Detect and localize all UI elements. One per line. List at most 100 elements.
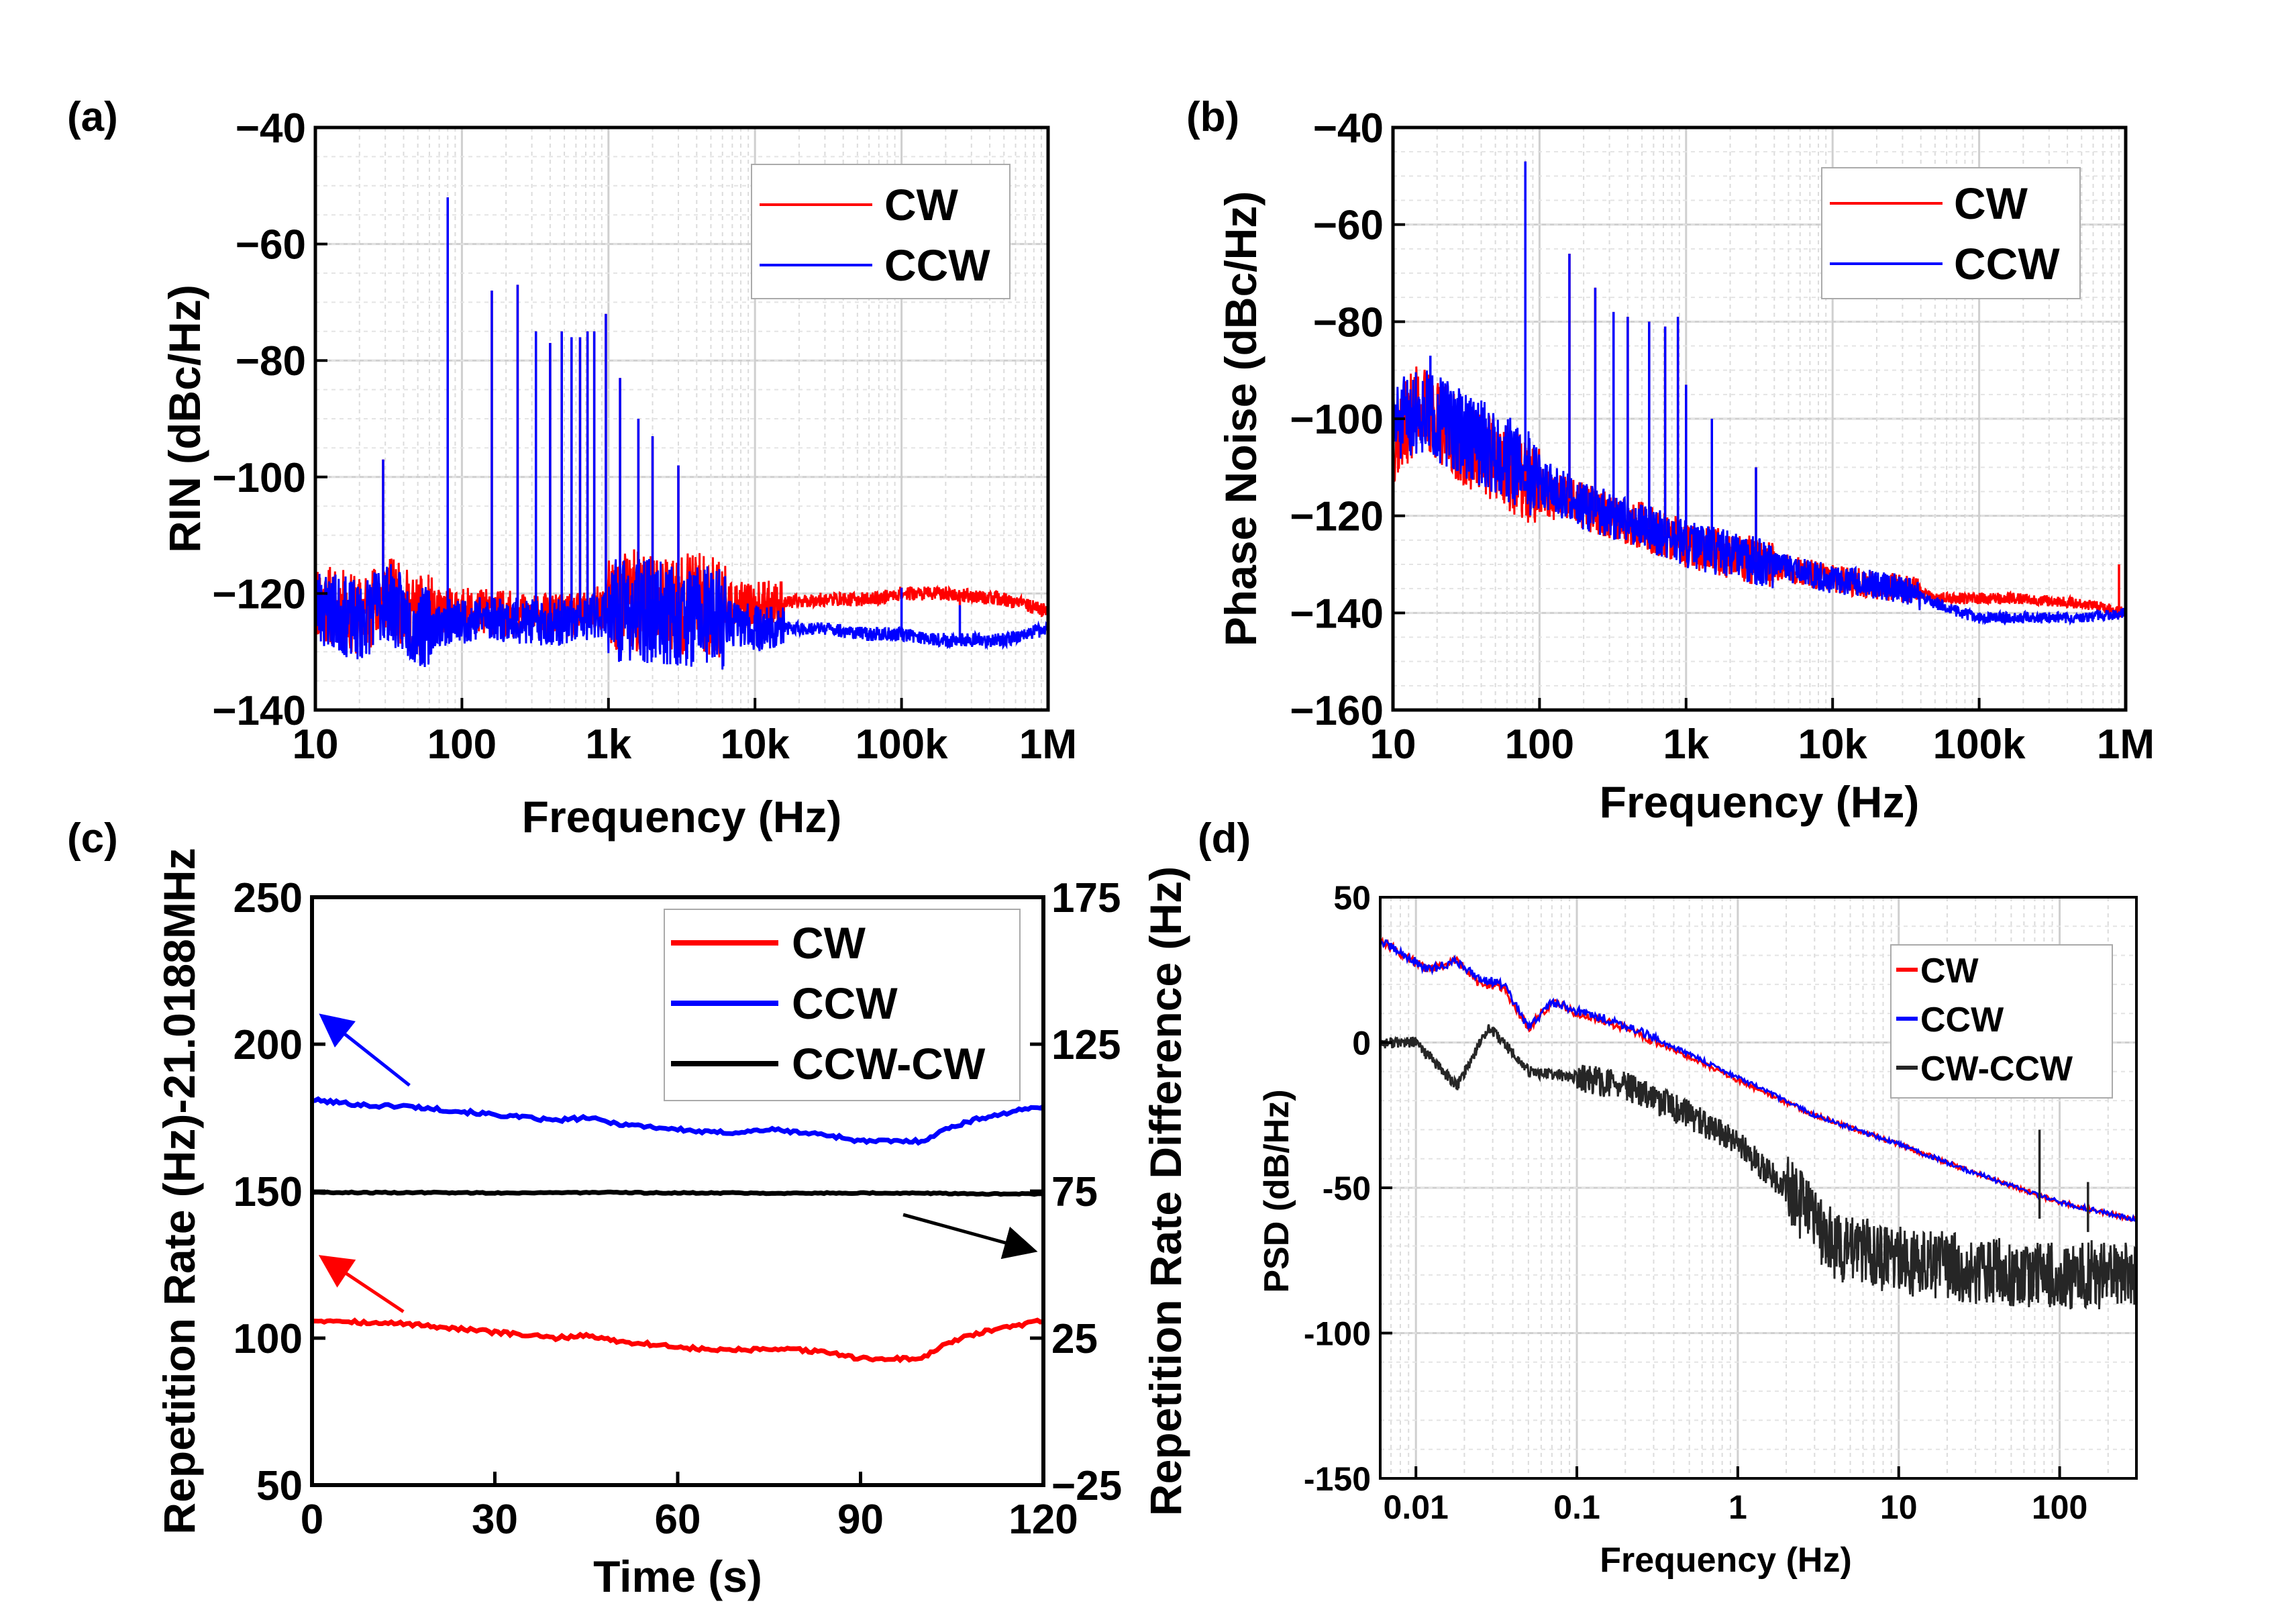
annotation-arrow-0 bbox=[319, 1013, 411, 1087]
series-line-ccw-cw bbox=[312, 1189, 1043, 1197]
x-tick-label: 0.1 bbox=[1553, 1488, 1600, 1526]
y-tick-label: 0 bbox=[1352, 1025, 1371, 1062]
x-tick-label: 100k bbox=[1933, 721, 2026, 768]
y-tick-label: 250 bbox=[234, 875, 303, 921]
y-tick-label: -100 bbox=[1304, 1315, 1371, 1353]
x-tick-label: 100 bbox=[2032, 1488, 2087, 1526]
y2-axis-label-c: Repetition Rate Difference (Hz) bbox=[1141, 866, 1190, 1516]
y-tick-label: 50 bbox=[256, 1463, 303, 1509]
x-tick-label: 120 bbox=[1008, 1496, 1078, 1543]
legend-label-d-diff: CW-CCW bbox=[1920, 1050, 2073, 1088]
panel-label-d: (d) bbox=[1198, 815, 1251, 862]
x-tick-label: 10 bbox=[1880, 1488, 1918, 1526]
x-tick-label: 10 bbox=[293, 721, 339, 768]
series-line-cw bbox=[312, 1317, 1043, 1364]
y-tick-label: −40 bbox=[236, 105, 306, 152]
x-tick-label: 1M bbox=[2097, 721, 2155, 768]
x-tick-label: 0.01 bbox=[1384, 1488, 1449, 1526]
ticks-d: 0.01 0.1 1 10 100 -150 -100 -50 0 50 bbox=[1304, 879, 2087, 1526]
y-axis-label-a: RIN (dBc/Hz) bbox=[160, 285, 209, 553]
y-tick-label: −100 bbox=[212, 455, 306, 501]
y2-tick-label: 175 bbox=[1051, 875, 1121, 921]
panel-label-c: (c) bbox=[67, 815, 118, 862]
ticks-b: 10 100 1k 10k 100k 1M −160 −140 −120 −100 −80 −60 −4… bbox=[1290, 105, 2155, 768]
y-tick-label: −80 bbox=[1313, 299, 1384, 346]
legend-label-c-diff: CCW-CW bbox=[792, 1039, 986, 1088]
y-tick-label: −60 bbox=[1313, 203, 1384, 249]
y2-tick-label: 25 bbox=[1051, 1316, 1098, 1362]
legend-label-a-cw: CW bbox=[884, 180, 959, 230]
series-ccw-line bbox=[1393, 370, 2126, 626]
y-tick-label: 50 bbox=[1333, 879, 1371, 917]
chart-panel-a: 10 100 1k 10k 100k 1M −140 −120 −100 −80 −60 −40 Fr… bbox=[160, 105, 1077, 842]
x-tick-label: 90 bbox=[837, 1496, 884, 1543]
y-tick-label: −160 bbox=[1290, 688, 1384, 734]
chart-panel-b: 10 100 1k 10k 100k 1M −160 −140 −120 −100 −80 −60 −4… bbox=[1216, 105, 2155, 827]
plot-area-c bbox=[312, 1096, 1043, 1364]
x-axis-label-d: Frequency (Hz) bbox=[1600, 1541, 1852, 1580]
ticks-c: 0 30 60 90 120 50 100 150 200 250 −25 25 75 125 175 bbox=[234, 875, 1123, 1543]
series-ccw-line bbox=[315, 558, 1048, 670]
plot-area-b bbox=[1393, 161, 2126, 626]
series-cw-ccw-line bbox=[1380, 1024, 2136, 1310]
annotation-arrow-2 bbox=[902, 1213, 1038, 1260]
y-tick-label: -50 bbox=[1323, 1170, 1371, 1207]
legend-label-c-ccw: CCW bbox=[792, 978, 898, 1028]
x-tick-label: 1k bbox=[585, 721, 631, 768]
y2-tick-label: 75 bbox=[1051, 1169, 1098, 1215]
y-tick-label: 200 bbox=[234, 1022, 303, 1068]
series-line-ccw bbox=[312, 1096, 1043, 1146]
legend-label-c-cw: CW bbox=[792, 918, 866, 968]
y-axis-label-b: Phase Noise (dBc/Hz) bbox=[1216, 191, 1265, 647]
x-tick-label: 1k bbox=[1663, 721, 1709, 768]
legend-label-d-ccw: CCW bbox=[1920, 1001, 2004, 1039]
y-tick-label: −60 bbox=[236, 222, 306, 268]
x-tick-label: 10k bbox=[720, 721, 790, 768]
x-tick-label: 1 bbox=[1728, 1488, 1747, 1526]
y-tick-label: 150 bbox=[234, 1169, 303, 1215]
y2-tick-label: −25 bbox=[1051, 1463, 1122, 1509]
y2-tick-label: 125 bbox=[1051, 1022, 1121, 1068]
y-tick-label: −120 bbox=[212, 571, 306, 617]
chart-panel-d: 0.01 0.1 1 10 100 -150 -100 -50 0 50 Frequency (H… bbox=[1257, 879, 2138, 1580]
legend-box-d bbox=[1890, 944, 2113, 1099]
y-axis-label-d: PSD (dB/Hz) bbox=[1257, 1089, 1296, 1292]
legend-a: CW CCW bbox=[751, 164, 1011, 299]
legend-label-d-cw: CW bbox=[1920, 952, 1979, 991]
y-tick-label: −140 bbox=[212, 688, 306, 734]
legend-d: CW CCW CW-CCW bbox=[1890, 944, 2113, 1099]
x-tick-label: 60 bbox=[655, 1496, 701, 1543]
plot-area-d bbox=[1380, 936, 2136, 1310]
plot-area-a bbox=[315, 197, 1048, 670]
y-tick-label: −120 bbox=[1290, 494, 1384, 540]
annotations-c bbox=[318, 1013, 1038, 1313]
x-tick-label: 0 bbox=[301, 1496, 323, 1543]
y-tick-label: 100 bbox=[234, 1316, 303, 1362]
y-tick-label: -150 bbox=[1304, 1460, 1371, 1498]
legend-label-b-cw: CW bbox=[1954, 179, 2028, 228]
y-tick-label: −80 bbox=[236, 338, 306, 385]
annotation-arrow-1 bbox=[318, 1255, 405, 1313]
legend-box-a bbox=[751, 164, 1011, 299]
y-tick-label: −140 bbox=[1290, 591, 1384, 637]
x-tick-label: 1M bbox=[1019, 721, 1077, 768]
legend-b: CW CCW bbox=[1821, 167, 2081, 299]
x-tick-label: 10 bbox=[1370, 721, 1416, 768]
series-ccw-line bbox=[1380, 939, 2136, 1222]
legend-label-b-ccw: CCW bbox=[1954, 239, 2060, 289]
x-tick-label: 100 bbox=[1505, 721, 1574, 768]
ticks-a: 10 100 1k 10k 100k 1M −140 −120 −100 −80 −60 −40 bbox=[212, 105, 1077, 768]
x-tick-label: 100 bbox=[427, 721, 497, 768]
chart-panel-c: 0 30 60 90 120 50 100 150 200 250 −25 25 75 125 175 Ti… bbox=[154, 848, 1190, 1601]
panel-label-b: (b) bbox=[1186, 94, 1239, 140]
y-tick-label: −40 bbox=[1313, 105, 1384, 152]
x-axis-label-c: Time (s) bbox=[593, 1552, 762, 1601]
legend-box-b bbox=[1821, 167, 2081, 299]
panel-label-a: (a) bbox=[67, 94, 118, 140]
y-axis-label-c: Repetition Rate (Hz)-21.0188MHz bbox=[154, 848, 204, 1534]
plot-frame-a bbox=[313, 125, 1050, 712]
legend-c: CW CCW CCW-CW bbox=[664, 909, 1021, 1101]
x-axis-label-b: Frequency (Hz) bbox=[1600, 777, 1920, 827]
x-tick-label: 10k bbox=[1798, 721, 1867, 768]
